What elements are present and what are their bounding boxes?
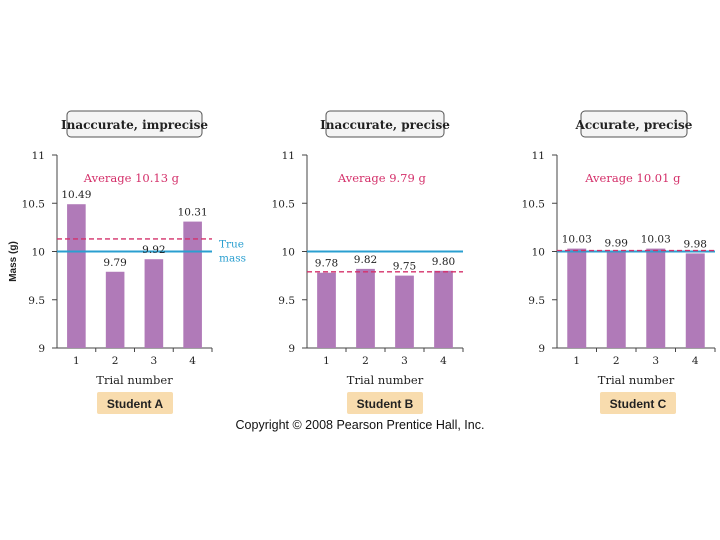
chart-title: Accurate, precise [575,118,693,132]
y-tick-label: 11 [282,150,295,162]
data-label: 10.03 [641,234,671,246]
student-label: Student A [107,397,164,411]
average-label: Average 10.01 g [584,171,681,185]
data-label: 9.98 [684,238,707,250]
y-tick-label: 9 [38,343,45,355]
bar [395,275,414,348]
student-box [600,392,676,414]
y-tick-label: 10.5 [22,198,45,210]
student-box [97,392,173,414]
y-tick-label: 10 [32,247,45,259]
x-tick-label: 2 [362,355,369,367]
data-label: 9.78 [315,258,338,270]
data-label: 9.99 [605,237,628,249]
chart-title-box [580,110,688,138]
data-label: 10.31 [178,207,208,219]
bar [356,268,375,348]
y-axis-label: Mass (g) [8,241,19,282]
x-tick-label: 2 [112,355,119,367]
y-tick-label: 9.5 [278,295,295,307]
bar [67,204,86,348]
data-label: 9.75 [393,261,416,273]
data-label: 9.92 [142,244,165,256]
student-box [347,392,423,414]
chart-title-box [325,110,445,138]
x-tick-label: 3 [652,355,659,367]
y-tick-label: 9 [538,343,545,355]
bar [105,271,125,348]
y-tick-label: 11 [532,150,545,162]
bar [606,252,626,348]
chart-title-box [66,110,203,138]
x-tick-label: 3 [151,355,158,367]
true-mass-label: True [219,239,244,251]
x-tick-label: 1 [573,355,580,367]
x-axis-label: Trial number [598,373,675,387]
y-tick-label: 10.5 [272,198,295,210]
average-label: Average 9.79 g [337,171,427,185]
bar [183,221,202,348]
student-label: Student C [610,397,667,411]
x-tick-label: 1 [73,355,80,367]
data-label: 9.80 [432,256,455,268]
chart-title: Inaccurate, imprecise [61,118,208,132]
y-tick-label: 9.5 [528,295,545,307]
x-axis-label: Trial number [347,373,424,387]
bar [144,259,164,348]
y-tick-label: 10.5 [522,198,545,210]
copyright-notice: Copyright © 2008 Pearson Prentice Hall, … [235,418,485,432]
chart-title: Inaccurate, precise [320,118,450,132]
student-label: Student B [357,397,414,411]
x-tick-label: 2 [613,355,620,367]
data-label: 10.49 [61,189,91,201]
bar [434,270,453,348]
x-axis-label: Trial number [96,373,173,387]
y-tick-label: 10 [532,247,545,259]
data-label: 9.82 [354,254,377,266]
bar [567,248,587,348]
true-mass-label: mass [219,253,246,265]
bar [317,272,336,348]
x-tick-label: 4 [440,355,447,367]
bar [646,248,666,348]
y-tick-label: 9.5 [28,295,45,307]
x-tick-label: 3 [401,355,408,367]
average-label: Average 10.13 g [83,171,180,185]
y-tick-label: 11 [32,150,45,162]
x-tick-label: 4 [692,355,699,367]
x-tick-label: 1 [323,355,330,367]
data-label: 9.79 [103,257,126,269]
y-tick-label: 10 [282,247,295,259]
bar [685,253,705,348]
y-tick-label: 9 [288,343,295,355]
data-label: 10.03 [562,234,592,246]
x-tick-label: 4 [189,355,196,367]
